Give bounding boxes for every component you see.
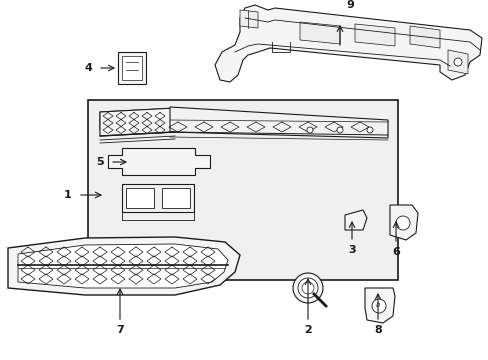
Polygon shape bbox=[118, 52, 146, 84]
Polygon shape bbox=[354, 24, 394, 46]
Polygon shape bbox=[447, 50, 467, 74]
Polygon shape bbox=[108, 148, 209, 175]
Polygon shape bbox=[240, 10, 258, 28]
Text: 1: 1 bbox=[64, 190, 72, 200]
Text: b: b bbox=[375, 302, 380, 308]
Polygon shape bbox=[100, 108, 175, 136]
Circle shape bbox=[336, 127, 342, 133]
Text: 6: 6 bbox=[391, 247, 399, 257]
Text: 3: 3 bbox=[347, 245, 355, 255]
Polygon shape bbox=[122, 56, 142, 80]
Polygon shape bbox=[389, 205, 417, 240]
Circle shape bbox=[366, 127, 372, 133]
Polygon shape bbox=[170, 107, 387, 138]
Circle shape bbox=[306, 127, 312, 133]
Polygon shape bbox=[126, 188, 154, 208]
Polygon shape bbox=[409, 26, 439, 48]
Polygon shape bbox=[215, 5, 481, 82]
Text: 2: 2 bbox=[304, 325, 311, 335]
Circle shape bbox=[292, 273, 323, 303]
Text: 8: 8 bbox=[373, 325, 381, 335]
Text: 9: 9 bbox=[346, 0, 353, 10]
Bar bbox=[88, 100, 397, 280]
Polygon shape bbox=[364, 288, 394, 323]
Circle shape bbox=[302, 282, 313, 294]
Polygon shape bbox=[122, 184, 194, 212]
Text: 5: 5 bbox=[96, 157, 103, 167]
Text: 7: 7 bbox=[116, 325, 123, 335]
Circle shape bbox=[371, 299, 385, 313]
Polygon shape bbox=[8, 237, 240, 295]
Circle shape bbox=[297, 278, 317, 298]
Polygon shape bbox=[100, 108, 215, 130]
Text: 4: 4 bbox=[84, 63, 92, 73]
Circle shape bbox=[453, 58, 461, 66]
Circle shape bbox=[395, 216, 409, 230]
Polygon shape bbox=[162, 188, 190, 208]
Polygon shape bbox=[299, 22, 339, 44]
Polygon shape bbox=[345, 210, 366, 230]
Polygon shape bbox=[18, 244, 227, 288]
